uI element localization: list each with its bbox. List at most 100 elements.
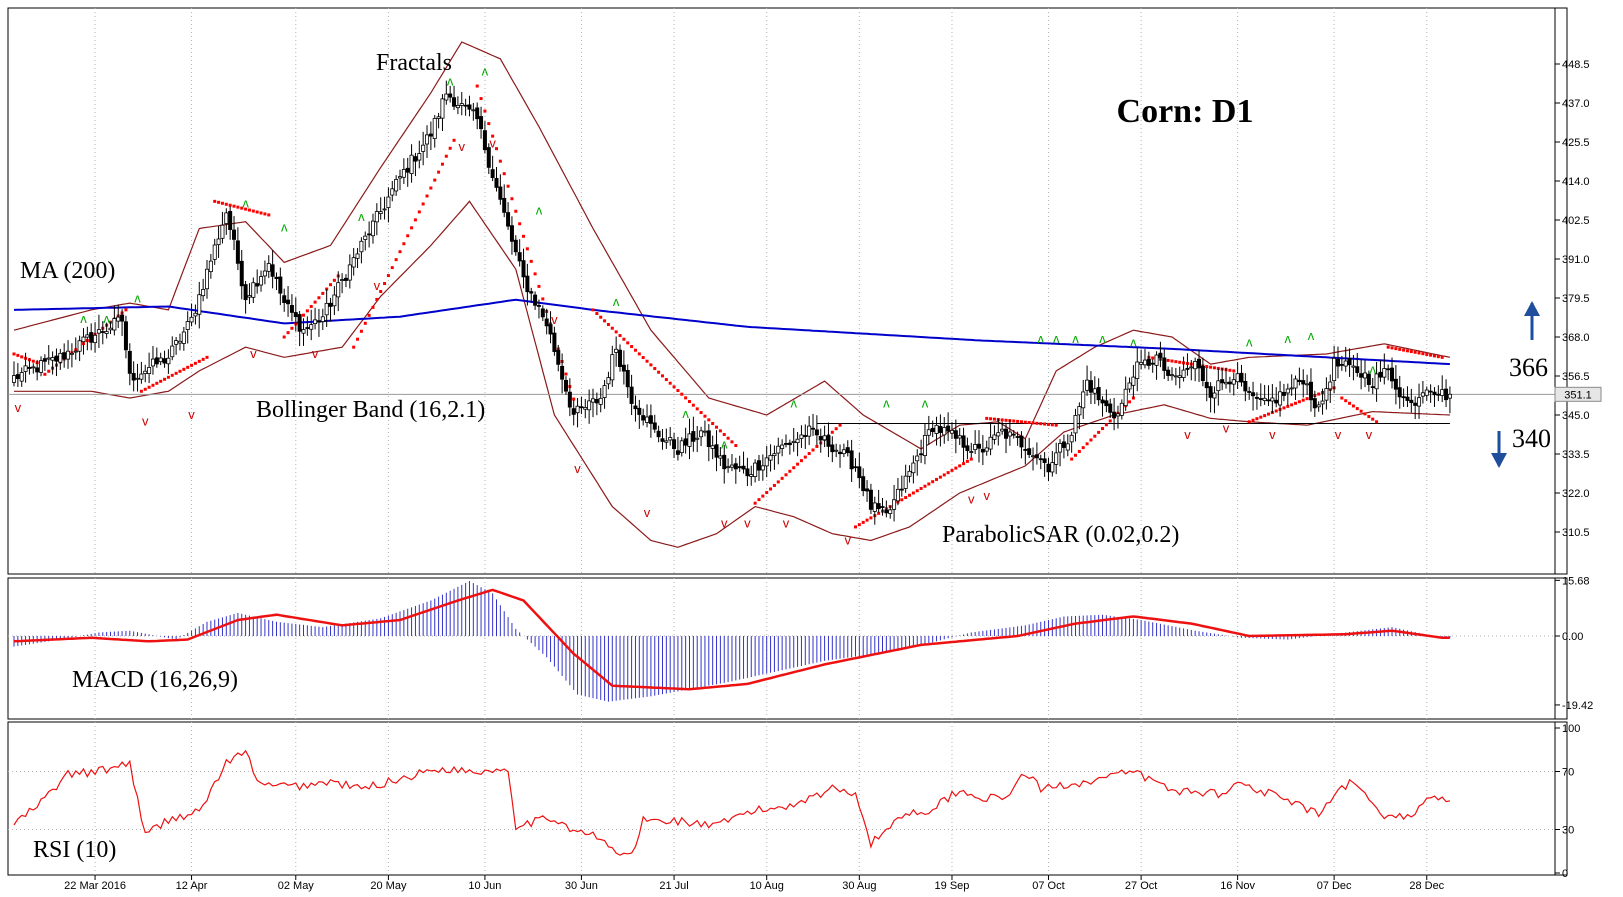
sar-dot xyxy=(529,259,533,263)
candle xyxy=(849,439,854,482)
candle xyxy=(1386,364,1391,381)
sar-dot xyxy=(452,138,456,142)
candle xyxy=(131,361,136,392)
candle-body xyxy=(814,429,819,436)
candle-body xyxy=(96,329,101,334)
sar-dot xyxy=(240,206,244,210)
candle xyxy=(1200,357,1205,387)
price-y-tick-label: 356.5 xyxy=(1562,371,1590,383)
bollinger-label: Bollinger Band (16,2.1) xyxy=(256,397,485,423)
sar-dot xyxy=(807,452,811,456)
candle xyxy=(289,294,294,322)
sar-dot xyxy=(630,345,634,349)
candle-body xyxy=(1069,434,1074,443)
fractal-up-icon: ʌ xyxy=(1099,331,1106,346)
sar-dot xyxy=(726,436,730,440)
candle xyxy=(807,416,812,446)
candle xyxy=(1023,438,1028,465)
candle xyxy=(1019,431,1024,459)
candle-body xyxy=(946,425,951,432)
sar-dot xyxy=(267,213,271,217)
candle-body xyxy=(425,134,430,145)
candle-body xyxy=(1289,387,1294,390)
candle xyxy=(166,349,171,374)
candle-body xyxy=(606,377,611,385)
candle xyxy=(27,358,32,375)
macd-signal-line xyxy=(13,588,1450,691)
candle-body xyxy=(679,440,684,454)
candle-body xyxy=(154,357,159,365)
candle xyxy=(405,157,410,187)
candle-body xyxy=(710,445,715,449)
candle-body xyxy=(139,373,144,380)
sar-dot xyxy=(1089,438,1093,442)
candle-body xyxy=(1038,458,1043,461)
candle-body xyxy=(517,252,522,262)
sar-dot xyxy=(1012,419,1016,423)
candle-body xyxy=(1440,389,1445,396)
candle xyxy=(838,444,843,468)
sar-dot xyxy=(421,202,425,206)
candle xyxy=(1266,385,1271,407)
sar-dot xyxy=(429,186,433,190)
sar-dot xyxy=(359,329,363,333)
candle xyxy=(1424,386,1429,401)
sar-dot xyxy=(1178,360,1182,364)
sar-dot xyxy=(228,203,232,207)
candle xyxy=(729,454,734,472)
candle-body xyxy=(1031,455,1036,458)
candle xyxy=(737,455,742,472)
sar-dot xyxy=(1405,349,1409,353)
candle xyxy=(390,181,395,202)
rsi-grid xyxy=(8,722,1555,875)
candle xyxy=(1193,357,1198,382)
candle-body xyxy=(467,104,472,110)
sar-dot xyxy=(1251,418,1255,422)
candle xyxy=(1038,454,1043,470)
candle xyxy=(714,430,719,472)
candle-body xyxy=(1393,378,1398,390)
sar-dot xyxy=(1402,348,1406,352)
candle xyxy=(1293,375,1298,401)
fractal-up-icon: ʌ xyxy=(80,311,87,326)
candle-body xyxy=(652,422,657,430)
candle-body xyxy=(1278,391,1283,406)
candle-body xyxy=(1100,399,1105,404)
candle xyxy=(1328,374,1333,403)
fractal-up-icon: ʌ xyxy=(1246,335,1253,350)
candle xyxy=(884,500,889,518)
candle-body xyxy=(390,188,395,196)
candle-body xyxy=(1386,368,1391,371)
candle xyxy=(490,155,495,182)
candle xyxy=(656,425,661,443)
sar-dot xyxy=(386,274,390,278)
candle xyxy=(1363,360,1368,388)
candle xyxy=(1289,374,1294,396)
sar-dot xyxy=(1232,369,1236,373)
candle-body xyxy=(980,448,985,453)
candle-body xyxy=(895,488,900,502)
candle-body xyxy=(127,350,132,374)
candle-body xyxy=(320,316,325,322)
candle-body xyxy=(1409,399,1414,404)
sar-dot xyxy=(668,381,672,385)
candle-body xyxy=(363,235,368,240)
sar-dot xyxy=(1212,366,1216,370)
candle-body xyxy=(548,324,553,335)
macd-y-axis: 15.68 0.00 -19.42 xyxy=(1554,575,1593,719)
candle-body xyxy=(262,270,267,277)
candle-body xyxy=(351,257,356,268)
candle xyxy=(224,208,229,235)
candle xyxy=(791,427,796,452)
candle-body xyxy=(1258,398,1263,400)
sar-dot xyxy=(495,147,498,151)
sar-dot xyxy=(927,482,931,486)
sar-dot xyxy=(757,498,761,502)
sar-dot xyxy=(1375,420,1379,424)
macd-y-tick-label: 0.00 xyxy=(1562,631,1583,643)
candle-body xyxy=(1166,369,1171,376)
candle xyxy=(1181,356,1186,382)
candle-body xyxy=(977,443,982,449)
candle xyxy=(1061,434,1066,459)
